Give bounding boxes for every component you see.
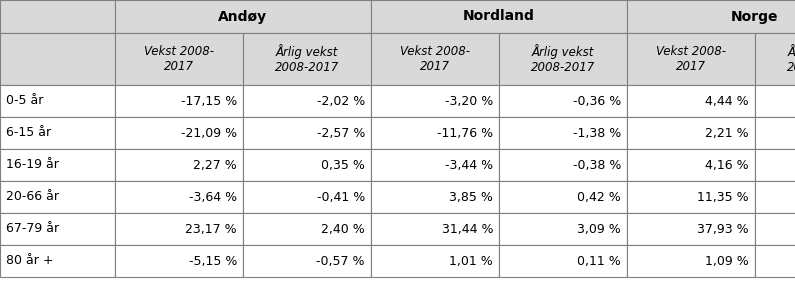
Bar <box>0 181 115 213</box>
Bar <box>371 117 499 149</box>
Text: Årlig vekst
2008-2017: Årlig vekst 2008-2017 <box>275 44 339 74</box>
Text: 0,42 %: 0,42 % <box>577 190 621 203</box>
Text: 20-66 år: 20-66 år <box>6 190 59 203</box>
Text: 80 år +: 80 år + <box>6 255 53 268</box>
Bar <box>115 0 371 33</box>
Text: Norge: Norge <box>731 10 779 23</box>
Text: Vekst 2008-
2017: Vekst 2008- 2017 <box>144 45 214 73</box>
Bar <box>627 181 755 213</box>
Bar <box>115 117 243 149</box>
Text: -0,36 %: -0,36 % <box>572 95 621 108</box>
Bar <box>499 85 627 117</box>
Bar <box>243 85 371 117</box>
Bar <box>755 85 795 117</box>
Bar <box>243 213 371 245</box>
Text: 4,44 %: 4,44 % <box>705 95 749 108</box>
Text: -21,09 %: -21,09 % <box>181 127 237 140</box>
Text: 23,17 %: 23,17 % <box>185 223 237 236</box>
Text: -0,57 %: -0,57 % <box>316 255 365 268</box>
Bar <box>243 149 371 181</box>
Bar <box>0 0 115 33</box>
Bar <box>371 149 499 181</box>
Bar <box>755 33 795 85</box>
Bar <box>499 245 627 277</box>
Text: 3,09 %: 3,09 % <box>577 223 621 236</box>
Bar <box>371 85 499 117</box>
Text: 31,44 %: 31,44 % <box>441 223 493 236</box>
Bar <box>115 149 243 181</box>
Bar <box>0 33 115 85</box>
Bar <box>627 0 795 33</box>
Text: Vekst 2008-
2017: Vekst 2008- 2017 <box>400 45 470 73</box>
Text: -3,64 %: -3,64 % <box>189 190 237 203</box>
Bar <box>243 245 371 277</box>
Text: Nordland: Nordland <box>463 10 535 23</box>
Text: Vekst 2008-
2017: Vekst 2008- 2017 <box>656 45 726 73</box>
Bar <box>243 117 371 149</box>
Text: 0,35 %: 0,35 % <box>321 158 365 171</box>
Text: 1,09 %: 1,09 % <box>705 255 749 268</box>
Text: -0,41 %: -0,41 % <box>316 190 365 203</box>
Bar <box>243 33 371 85</box>
Bar <box>627 85 755 117</box>
Bar <box>115 181 243 213</box>
Bar <box>243 181 371 213</box>
Text: 1,01 %: 1,01 % <box>449 255 493 268</box>
Bar <box>499 149 627 181</box>
Text: 67-79 år: 67-79 år <box>6 223 59 236</box>
Bar <box>0 149 115 181</box>
Text: 16-19 år: 16-19 år <box>6 158 59 171</box>
Text: 2,21 %: 2,21 % <box>705 127 749 140</box>
Text: -5,15 %: -5,15 % <box>188 255 237 268</box>
Bar <box>115 85 243 117</box>
Text: -1,38 %: -1,38 % <box>572 127 621 140</box>
Bar <box>0 213 115 245</box>
Text: 4,16 %: 4,16 % <box>705 158 749 171</box>
Bar <box>499 181 627 213</box>
Text: -11,76 %: -11,76 % <box>437 127 493 140</box>
Bar <box>755 117 795 149</box>
Bar <box>627 33 755 85</box>
Text: 2,27 %: 2,27 % <box>193 158 237 171</box>
Bar <box>627 149 755 181</box>
Text: 2,40 %: 2,40 % <box>321 223 365 236</box>
Bar <box>755 181 795 213</box>
Text: -3,20 %: -3,20 % <box>444 95 493 108</box>
Bar <box>499 213 627 245</box>
Text: 11,35 %: 11,35 % <box>697 190 749 203</box>
Text: -17,15 %: -17,15 % <box>180 95 237 108</box>
Bar <box>755 149 795 181</box>
Text: 0-5 år: 0-5 år <box>6 95 44 108</box>
Text: -3,44 %: -3,44 % <box>445 158 493 171</box>
Bar <box>627 117 755 149</box>
Bar <box>627 245 755 277</box>
Bar <box>371 0 627 33</box>
Bar <box>371 245 499 277</box>
Bar <box>371 181 499 213</box>
Bar <box>755 245 795 277</box>
Text: -2,02 %: -2,02 % <box>316 95 365 108</box>
Bar <box>371 33 499 85</box>
Text: Årlig vekst
2008-2017: Årlig vekst 2008-2017 <box>787 44 795 74</box>
Text: 3,85 %: 3,85 % <box>449 190 493 203</box>
Bar <box>627 213 755 245</box>
Text: Andøy: Andøy <box>219 10 268 23</box>
Bar <box>0 85 115 117</box>
Text: Årlig vekst
2008-2017: Årlig vekst 2008-2017 <box>531 44 595 74</box>
Text: 37,93 %: 37,93 % <box>697 223 749 236</box>
Bar <box>0 117 115 149</box>
Text: 6-15 år: 6-15 år <box>6 127 51 140</box>
Bar <box>115 245 243 277</box>
Bar <box>115 33 243 85</box>
Text: 0,11 %: 0,11 % <box>577 255 621 268</box>
Bar <box>755 213 795 245</box>
Bar <box>0 245 115 277</box>
Bar <box>499 33 627 85</box>
Bar <box>115 213 243 245</box>
Text: -2,57 %: -2,57 % <box>316 127 365 140</box>
Text: -0,38 %: -0,38 % <box>572 158 621 171</box>
Bar <box>499 117 627 149</box>
Bar <box>371 213 499 245</box>
